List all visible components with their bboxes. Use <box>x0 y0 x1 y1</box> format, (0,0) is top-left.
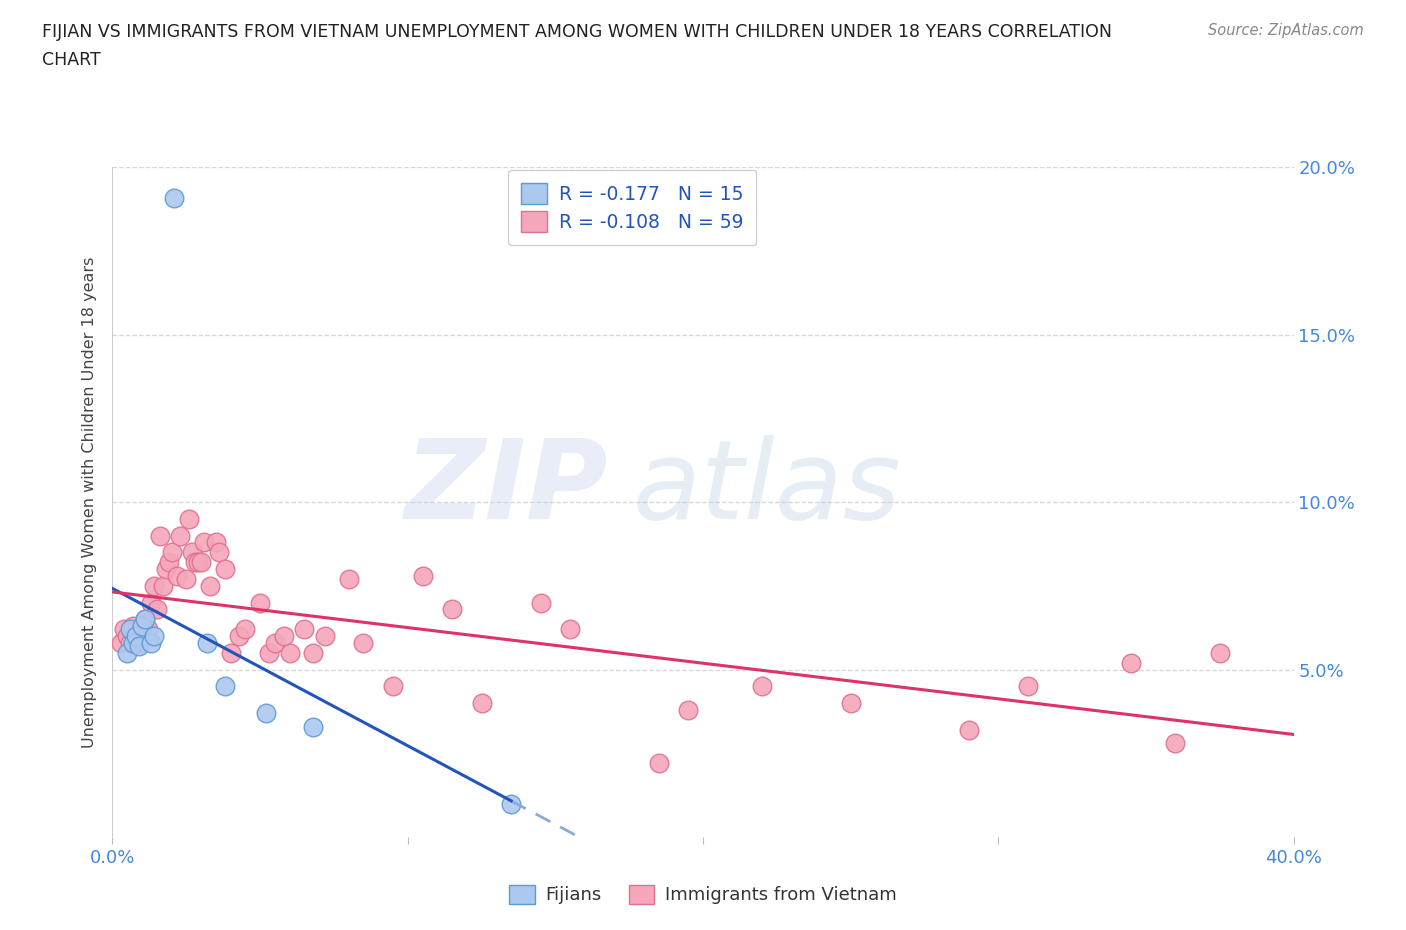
Point <box>751 679 773 694</box>
Point <box>208 545 231 560</box>
Point <box>131 629 153 644</box>
Text: FIJIAN VS IMMIGRANTS FROM VIETNAM UNEMPLOYMENT AMONG WOMEN WITH CHILDREN UNDER 1: FIJIAN VS IMMIGRANTS FROM VIETNAM UNEMPL… <box>42 23 1112 41</box>
Point <box>120 622 142 637</box>
Point <box>152 578 174 593</box>
Point <box>122 618 145 633</box>
Point <box>125 629 148 644</box>
Point <box>117 629 138 644</box>
Point <box>134 612 156 627</box>
Point <box>214 562 236 577</box>
Point <box>179 512 201 526</box>
Point <box>249 595 271 610</box>
Point <box>157 555 180 570</box>
Point <box>264 635 287 650</box>
Point <box>529 595 551 610</box>
Point <box>352 635 374 650</box>
Point <box>117 645 138 660</box>
Text: ZIP: ZIP <box>405 435 609 542</box>
Point <box>233 622 256 637</box>
Point <box>839 696 862 711</box>
Point <box>193 535 215 550</box>
Legend: R = -0.177   N = 15, R = -0.108   N = 59: R = -0.177 N = 15, R = -0.108 N = 59 <box>508 170 756 245</box>
Point <box>136 622 159 637</box>
Point <box>184 555 207 570</box>
Point <box>174 572 197 587</box>
Point <box>1208 645 1232 660</box>
Point <box>501 796 523 811</box>
Point <box>181 545 204 560</box>
Point <box>128 639 150 654</box>
Point <box>1119 656 1142 671</box>
Point <box>254 706 277 721</box>
Point <box>195 635 218 650</box>
Point <box>112 622 135 637</box>
Point <box>155 562 177 577</box>
Point <box>110 635 132 650</box>
Point <box>160 545 183 560</box>
Point <box>142 578 165 593</box>
Point <box>131 618 153 633</box>
Point <box>142 629 165 644</box>
Point <box>187 555 209 570</box>
Point <box>128 635 150 650</box>
Point <box>957 723 980 737</box>
Point <box>190 555 212 570</box>
Text: CHART: CHART <box>42 51 101 69</box>
Point <box>205 535 228 550</box>
Point <box>163 190 186 205</box>
Point <box>411 568 433 583</box>
Text: Source: ZipAtlas.com: Source: ZipAtlas.com <box>1208 23 1364 38</box>
Point <box>169 528 191 543</box>
Point <box>678 702 700 717</box>
Point <box>120 635 142 650</box>
Point <box>337 572 360 587</box>
Point <box>219 645 242 660</box>
Point <box>302 719 325 734</box>
Point <box>314 629 336 644</box>
Point <box>257 645 280 660</box>
Point <box>214 679 236 694</box>
Point <box>134 612 156 627</box>
Y-axis label: Unemployment Among Women with Children Under 18 years: Unemployment Among Women with Children U… <box>82 257 97 748</box>
Point <box>273 629 295 644</box>
Point <box>1017 679 1039 694</box>
Point <box>302 645 325 660</box>
Point <box>122 635 145 650</box>
Legend: Fijians, Immigrants from Vietnam: Fijians, Immigrants from Vietnam <box>502 878 904 911</box>
Point <box>278 645 301 660</box>
Point <box>1164 736 1187 751</box>
Point <box>558 622 582 637</box>
Point <box>470 696 494 711</box>
Text: atlas: atlas <box>633 435 901 542</box>
Point <box>647 756 671 771</box>
Point <box>139 635 162 650</box>
Point <box>441 602 464 617</box>
Point <box>125 629 148 644</box>
Point <box>228 629 250 644</box>
Point <box>149 528 172 543</box>
Point <box>146 602 169 617</box>
Point <box>166 568 188 583</box>
Point <box>382 679 405 694</box>
Point <box>198 578 221 593</box>
Point <box>139 595 162 610</box>
Point <box>292 622 315 637</box>
